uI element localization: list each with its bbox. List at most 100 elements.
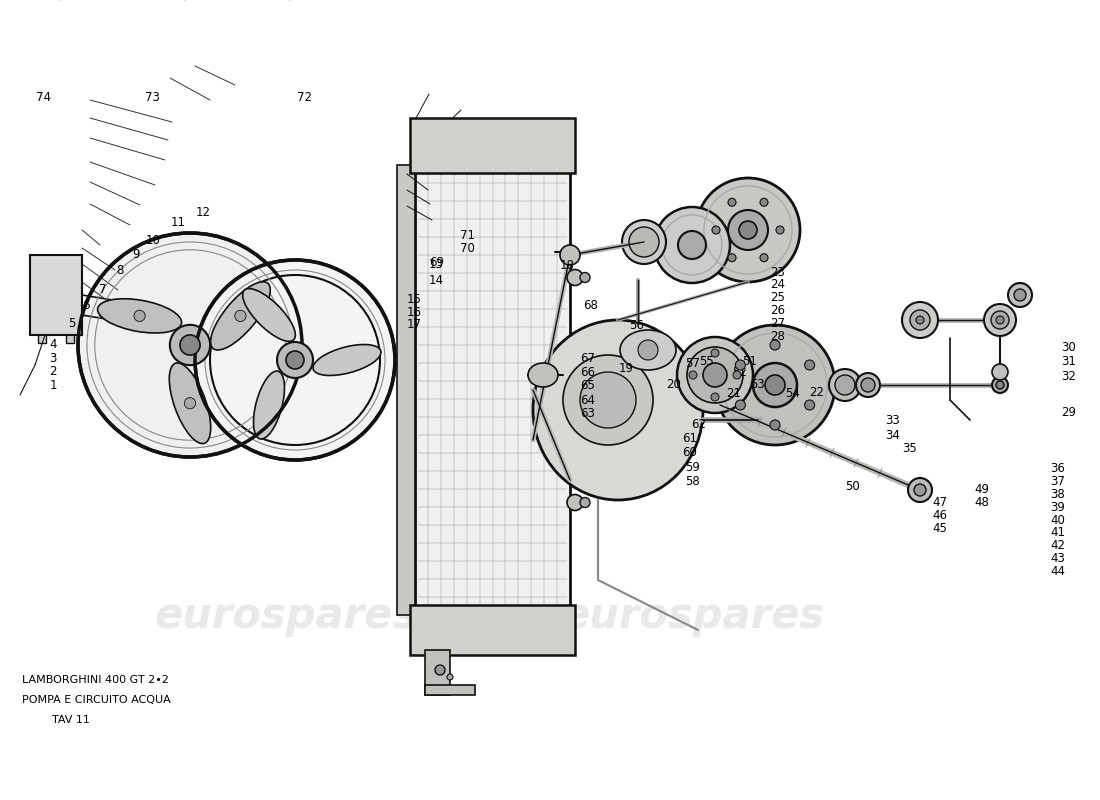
Text: 29: 29 (1062, 406, 1077, 419)
Text: 23: 23 (770, 266, 785, 278)
Text: 74: 74 (36, 91, 52, 104)
Text: 31: 31 (1062, 355, 1077, 368)
Circle shape (711, 349, 719, 357)
Circle shape (711, 393, 719, 401)
Circle shape (736, 360, 746, 370)
Text: 25: 25 (770, 291, 785, 304)
Circle shape (739, 221, 757, 239)
Text: eurospares: eurospares (561, 595, 825, 637)
Circle shape (195, 260, 395, 460)
Text: 45: 45 (933, 522, 948, 534)
Circle shape (703, 363, 727, 387)
Circle shape (829, 369, 861, 401)
Circle shape (689, 371, 697, 379)
Text: 9: 9 (132, 248, 140, 261)
Bar (415, 165, 570, 615)
Text: 24: 24 (770, 278, 785, 291)
Text: 6: 6 (82, 299, 90, 312)
Ellipse shape (169, 363, 211, 443)
Circle shape (78, 233, 302, 457)
Text: 37: 37 (1050, 475, 1066, 488)
Text: 69: 69 (429, 256, 444, 269)
Circle shape (736, 400, 746, 410)
Circle shape (764, 375, 785, 395)
Text: 35: 35 (902, 442, 916, 454)
Bar (410, 118, 575, 173)
Text: 70: 70 (460, 242, 475, 254)
Text: 48: 48 (975, 496, 990, 509)
Text: 47: 47 (933, 496, 948, 509)
Circle shape (447, 674, 453, 680)
Circle shape (992, 364, 1008, 380)
Circle shape (180, 335, 200, 355)
Text: 28: 28 (770, 330, 785, 342)
Text: 50: 50 (845, 480, 859, 493)
Circle shape (991, 311, 1009, 329)
Text: 67: 67 (580, 352, 595, 365)
Circle shape (621, 220, 665, 264)
Circle shape (856, 373, 880, 397)
Bar (39, 333, 46, 343)
Circle shape (1008, 283, 1032, 307)
Circle shape (733, 371, 741, 379)
Text: 7: 7 (99, 283, 107, 296)
Text: 8: 8 (117, 264, 124, 277)
Text: 71: 71 (460, 229, 475, 242)
Bar (397, 165, 415, 615)
Circle shape (984, 304, 1016, 336)
Circle shape (1014, 289, 1026, 301)
Text: 13: 13 (429, 258, 444, 270)
Circle shape (712, 226, 720, 234)
Circle shape (580, 372, 636, 428)
Circle shape (560, 245, 580, 265)
Ellipse shape (620, 330, 676, 370)
Bar (425, 650, 450, 695)
Text: 16: 16 (407, 306, 422, 318)
Ellipse shape (534, 320, 703, 500)
Circle shape (760, 198, 768, 206)
Circle shape (728, 254, 736, 262)
Circle shape (770, 420, 780, 430)
Text: 3: 3 (50, 352, 57, 365)
Circle shape (996, 381, 1004, 389)
Circle shape (566, 270, 583, 286)
Text: 56: 56 (629, 319, 645, 332)
Text: 63: 63 (580, 407, 595, 420)
Text: 52: 52 (733, 366, 748, 379)
Text: TAV 11: TAV 11 (52, 715, 90, 725)
Circle shape (760, 254, 768, 262)
Circle shape (134, 310, 145, 322)
Text: 65: 65 (580, 379, 595, 392)
Circle shape (916, 316, 924, 324)
Text: 22: 22 (810, 386, 825, 398)
Text: 60: 60 (682, 446, 697, 459)
Circle shape (804, 360, 815, 370)
Text: 39: 39 (1050, 501, 1066, 514)
Text: 41: 41 (1050, 526, 1066, 539)
Ellipse shape (98, 298, 182, 333)
Ellipse shape (314, 345, 381, 375)
Text: 49: 49 (975, 483, 990, 496)
Text: 19: 19 (618, 362, 634, 374)
Circle shape (286, 351, 304, 369)
Text: 12: 12 (196, 206, 211, 219)
Text: 20: 20 (667, 378, 682, 390)
Text: 30: 30 (1062, 341, 1076, 354)
Text: 38: 38 (1050, 488, 1065, 501)
Circle shape (835, 375, 855, 395)
Text: 17: 17 (407, 318, 422, 331)
Circle shape (234, 310, 246, 322)
Circle shape (169, 325, 210, 365)
Bar (30, 255, 82, 335)
Circle shape (434, 665, 446, 675)
Circle shape (996, 316, 1004, 324)
Text: 33: 33 (886, 414, 900, 427)
Circle shape (654, 207, 730, 283)
Text: 4: 4 (50, 338, 57, 350)
Text: 53: 53 (750, 378, 764, 390)
Text: 26: 26 (770, 304, 785, 317)
Circle shape (580, 273, 590, 282)
Text: 2: 2 (50, 365, 57, 378)
Text: 43: 43 (1050, 552, 1066, 565)
Circle shape (563, 355, 653, 445)
